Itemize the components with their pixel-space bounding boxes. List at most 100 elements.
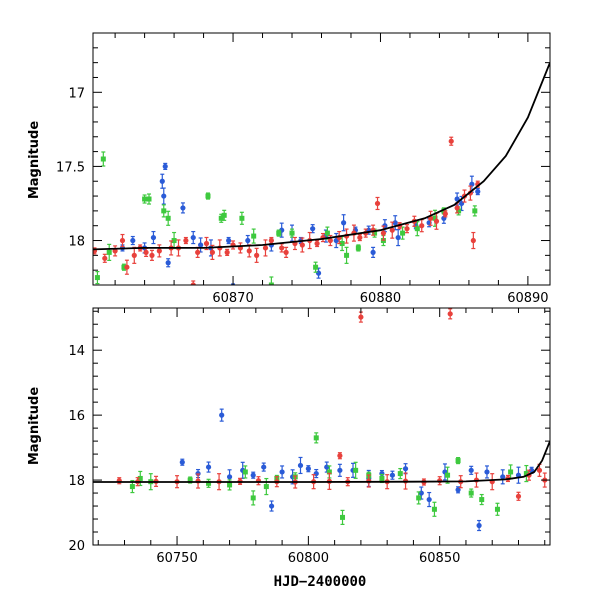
data-point — [129, 484, 135, 490]
data-point — [205, 464, 212, 470]
data-point — [268, 503, 275, 509]
data-point — [261, 464, 267, 470]
bottom-y-axis-title: Magnitude — [27, 387, 42, 466]
x-tick-label: 60890 — [507, 291, 548, 306]
x-tick-label: 60850 — [419, 551, 460, 566]
data-point — [523, 471, 529, 477]
data-point — [337, 453, 343, 459]
data-point — [224, 249, 230, 255]
y-tick-label: 14 — [68, 344, 85, 359]
data-point — [263, 484, 269, 490]
model-curve — [93, 440, 550, 483]
data-point — [340, 514, 346, 520]
y-tick-label: 18 — [68, 474, 85, 489]
data-point — [161, 193, 167, 199]
data-point — [190, 282, 196, 285]
data-point — [180, 205, 186, 211]
data-point — [313, 470, 319, 477]
x-tick-label: 60750 — [156, 551, 197, 566]
data-point — [279, 245, 285, 251]
series-2 — [93, 136, 481, 285]
data-point — [372, 230, 378, 236]
data-point — [445, 472, 451, 478]
data-point — [230, 285, 235, 290]
data-point — [183, 237, 189, 244]
data-point — [205, 193, 211, 199]
data-point — [146, 196, 152, 202]
y-tick-label: 18 — [68, 235, 85, 250]
y-tick-label: 17 — [68, 86, 85, 101]
series-0 — [119, 162, 481, 290]
data-point — [131, 252, 137, 258]
data-point — [419, 223, 425, 229]
data-point — [283, 249, 289, 255]
data-point — [94, 275, 100, 281]
model-curve — [93, 62, 550, 251]
data-point — [455, 487, 461, 493]
data-point — [268, 282, 274, 285]
data-point — [299, 242, 305, 248]
data-point — [472, 208, 478, 214]
data-point — [268, 237, 274, 244]
data-point — [432, 215, 438, 221]
data-point — [370, 249, 376, 255]
data-point — [179, 459, 185, 465]
data-point — [279, 469, 285, 475]
data-point — [508, 469, 514, 475]
data-point — [195, 249, 201, 255]
data-point — [380, 230, 387, 236]
data-point — [226, 237, 232, 244]
data-point — [484, 469, 490, 475]
data-point — [341, 220, 347, 226]
data-point — [313, 264, 319, 270]
data-point — [209, 249, 216, 255]
data-point — [314, 240, 320, 247]
data-point — [100, 156, 106, 162]
data-point — [315, 270, 322, 276]
data-point — [402, 466, 409, 472]
data-point — [455, 458, 461, 464]
data-point — [198, 242, 204, 248]
plot-area — [93, 308, 550, 532]
data-point — [156, 248, 162, 254]
data-point — [289, 230, 295, 236]
top-panel-chart: 60870 60880 60890 17 17.5 18 — [56, 32, 551, 306]
data-point — [246, 248, 252, 254]
x-tick-label: 60870 — [212, 291, 253, 306]
data-point — [404, 226, 410, 232]
data-point — [187, 477, 193, 483]
data-point — [162, 163, 168, 170]
data-point — [250, 495, 256, 501]
y-tick-label: 17.5 — [56, 160, 85, 175]
data-point — [475, 189, 481, 195]
data-point — [494, 506, 500, 512]
data-point — [221, 212, 227, 218]
data-point — [251, 233, 257, 239]
bottom-x-axis-title: HJD−2400000 — [274, 574, 367, 590]
x-tick-label: 60880 — [360, 291, 401, 306]
data-point — [124, 264, 130, 270]
top-y-axis-title: Magnitude — [27, 121, 42, 200]
data-point — [239, 215, 245, 221]
data-point — [218, 215, 224, 221]
data-point — [313, 435, 319, 441]
data-point — [355, 245, 361, 251]
data-point — [395, 234, 401, 241]
data-point — [219, 412, 225, 418]
data-point — [142, 196, 148, 202]
data-point — [433, 218, 440, 224]
data-point — [121, 264, 127, 270]
data-point — [149, 252, 155, 258]
data-point — [442, 211, 448, 217]
data-point — [305, 466, 311, 472]
data-point — [262, 245, 269, 251]
data-point — [426, 496, 432, 503]
data-point — [276, 230, 282, 236]
data-point — [392, 220, 398, 226]
data-point — [150, 234, 157, 241]
data-point — [165, 215, 171, 221]
data-point — [389, 472, 396, 478]
data-point — [327, 237, 333, 244]
data-point — [470, 237, 476, 244]
